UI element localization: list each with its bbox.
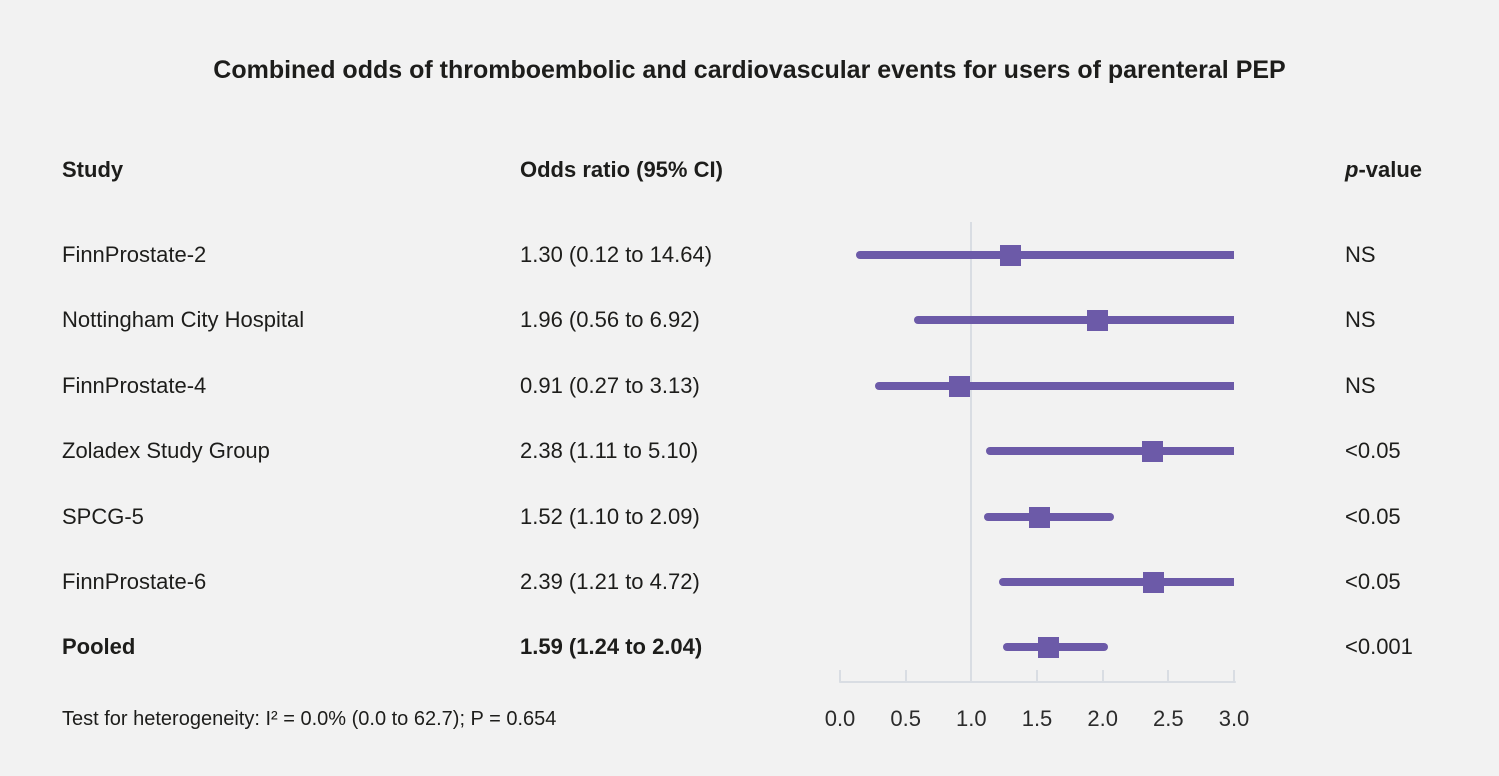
x-axis-tick [1167,670,1170,682]
odds-ratio-marker [1143,571,1165,593]
figure-title: Combined odds of thromboembolic and card… [213,56,1286,84]
x-axis-tick-label: 1.0 [956,706,987,731]
heterogeneity-note: Test for heterogeneity: I² = 0.0% (0.0 t… [62,708,557,730]
p-value-label: NS [1345,242,1376,267]
x-axis-tick [970,670,973,682]
or-ci-label: 1.96 (0.56 to 6.92) [520,307,700,332]
odds-ratio-marker [949,375,970,397]
study-label: FinnProstate-6 [62,569,207,594]
odds-ratio-marker [1086,309,1108,331]
study-label: SPCG-5 [62,504,144,529]
x-axis-tick-label: 1.5 [1021,706,1053,731]
odds-ratio-marker [1000,244,1022,266]
p-value-label: NS [1345,307,1376,332]
or-ci-label: 1.52 (1.10 to 2.09) [520,504,700,529]
p-value-header-italic-p: p [1345,157,1359,182]
confidence-interval-bar [998,578,1234,586]
x-axis-tick-label: 2.0 [1087,706,1118,731]
x-axis-tick-label: 2.5 [1153,706,1184,731]
x-axis-tick-label: 0.0 [824,706,856,731]
x-axis-tick [904,670,907,682]
or-ci-label: 1.30 (0.12 to 14.64) [520,242,713,267]
x-axis-tick [1036,670,1038,682]
column-header-odds-ratio: Odds ratio (95% CI) [520,157,723,182]
x-axis-tick-label: 0.5 [890,706,921,731]
p-value-label: <0.05 [1345,504,1401,529]
study-label: Pooled [62,634,136,659]
p-value-label: NS [1345,373,1376,398]
reference-line [970,222,973,683]
or-ci-label: 2.39 (1.21 to 4.72) [520,569,700,594]
column-header-p-value: p-value [1345,156,1422,184]
odds-ratio-marker [1142,440,1164,462]
confidence-interval-bar [985,447,1234,455]
x-axis-tick-label: 3.0 [1218,706,1250,731]
study-label: FinnProstate-2 [62,242,207,267]
or-ci-label: 2.38 (1.11 to 5.10) [520,438,699,463]
confidence-interval-bar [875,382,1234,390]
p-value-label: <0.05 [1345,438,1401,463]
confidence-interval-bar [913,316,1234,324]
p-value-label: <0.05 [1345,569,1401,594]
odds-ratio-marker [1038,636,1060,658]
study-label: Zoladex Study Group [62,438,270,463]
x-axis-tick [1233,670,1235,682]
x-axis-tick [1101,670,1104,682]
x-axis-line [839,681,1236,683]
study-label: Nottingham City Hospital [62,307,305,332]
column-header-study: Study [62,157,124,182]
confidence-interval-bar [855,251,1234,259]
p-value-header-rest: -value [1358,157,1423,182]
x-axis-tick [839,670,841,682]
or-ci-label: 1.59 (1.24 to 2.04) [520,634,703,659]
odds-ratio-marker [1029,506,1051,528]
study-label: FinnProstate-4 [62,373,207,398]
p-value-label: <0.001 [1345,634,1413,659]
or-ci-label: 0.91 (0.27 to 3.13) [520,373,700,398]
